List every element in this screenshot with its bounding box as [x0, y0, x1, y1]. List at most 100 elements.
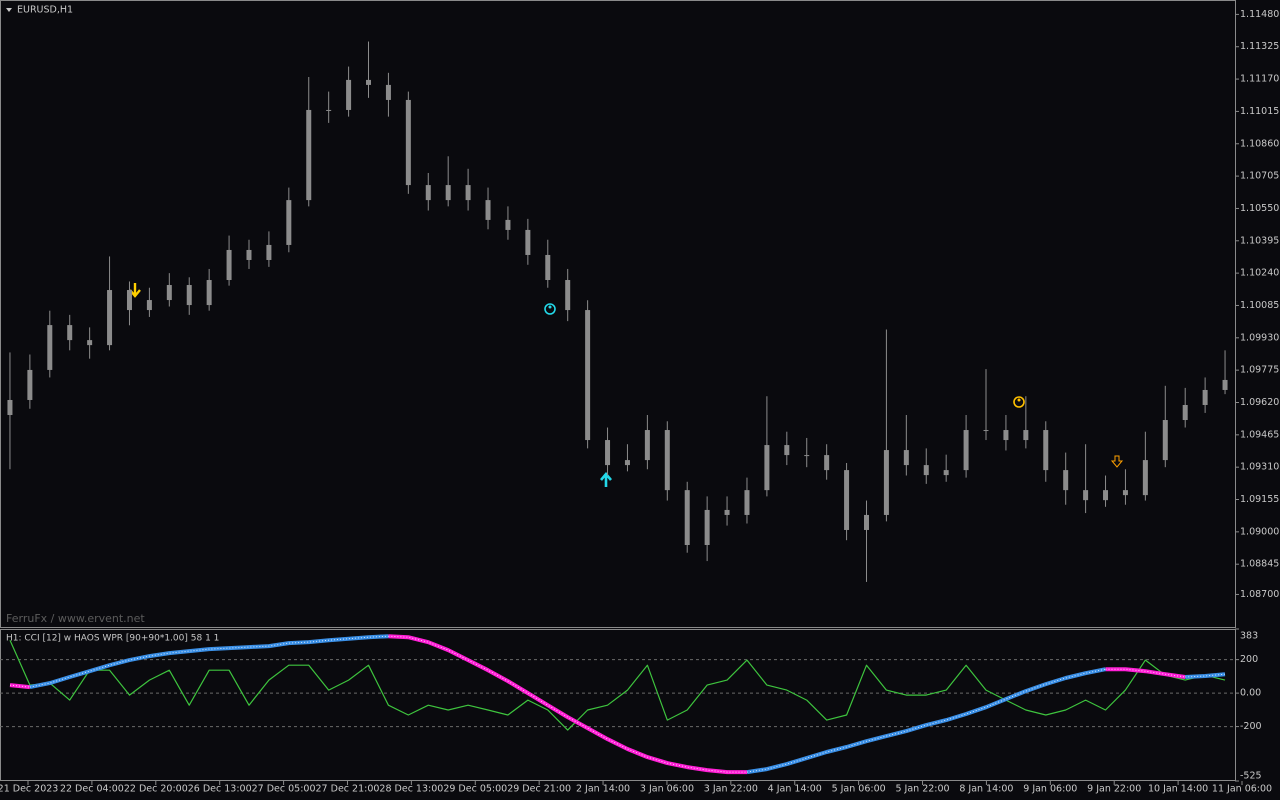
candle-body: [1103, 490, 1109, 501]
candle-body: [1063, 470, 1069, 491]
candle-body: [903, 450, 909, 466]
candle-body: [47, 325, 53, 370]
y-tick-label: -525: [1240, 771, 1262, 782]
watermark: FerruFx / www.ervent.net: [6, 612, 145, 625]
x-tick-label: 22 Dec 20:00: [124, 784, 188, 795]
candle-body: [724, 509, 730, 515]
candle-body: [107, 290, 113, 346]
main-frame: [0, 0, 1236, 628]
x-tick-label: 21 Dec 2023: [0, 784, 58, 795]
candle-body: [1222, 379, 1228, 390]
y-tick-label: 1.10085: [1240, 300, 1279, 311]
candle-body: [306, 109, 312, 201]
candle-body: [1083, 490, 1089, 501]
y-tick-label: 1.09465: [1240, 429, 1279, 440]
x-tick-label: 3 Jan 22:00: [704, 784, 758, 795]
symbol-label: EURUSD,H1: [17, 5, 73, 16]
candle-body: [684, 490, 690, 545]
candle-body: [1122, 490, 1128, 496]
x-tick-label: 5 Jan 22:00: [895, 784, 949, 795]
x-tick-label: 4 Jan 14:00: [768, 784, 822, 795]
candle-body: [585, 310, 591, 441]
x-tick-label: 8 Jan 14:00: [959, 784, 1013, 795]
y-tick-label: 1.10550: [1240, 203, 1279, 214]
candle-body: [126, 290, 132, 311]
y-tick-label: 1.09620: [1240, 397, 1279, 408]
signal-up-arrow: [600, 471, 612, 487]
candle-body: [1003, 430, 1009, 441]
candle-body: [545, 254, 551, 281]
x-tick-label: 3 Jan 06:00: [640, 784, 694, 795]
y-tick-label: -200: [1240, 721, 1262, 732]
candle-body: [1142, 460, 1148, 496]
candle-body: [844, 470, 850, 530]
indicator-frame: [0, 629, 1236, 781]
y-tick-label: 1.09310: [1240, 462, 1279, 473]
candle-body: [266, 244, 272, 260]
candle-body: [1202, 389, 1208, 405]
candle-body: [67, 325, 73, 341]
candle-body: [146, 300, 152, 311]
y-tick-label: 1.10395: [1240, 235, 1279, 246]
x-tick-label: 26 Dec 13:00: [188, 784, 252, 795]
x-tick-label: 28 Dec 13:00: [379, 784, 443, 795]
candle-body: [206, 280, 212, 306]
candle-body: [346, 79, 352, 110]
candle-body: [186, 285, 192, 306]
candle-body: [385, 84, 391, 100]
candle-body: [744, 490, 750, 515]
x-tick-label: 11 Jan 06:00: [1212, 784, 1272, 795]
y-tick-label: 200: [1240, 654, 1258, 665]
candle-body: [624, 460, 630, 466]
y-tick-label: 1.11480: [1240, 9, 1279, 20]
candle-body: [764, 445, 770, 491]
candle-body: [525, 229, 531, 255]
y-tick-label: 1.08700: [1240, 589, 1279, 600]
y-tick-label: 1.09155: [1240, 494, 1279, 505]
x-tick-label: 29 Dec 05:00: [443, 784, 507, 795]
signal-yin-yang: [1013, 396, 1025, 408]
candle-body: [883, 450, 889, 515]
candle-body: [565, 280, 571, 311]
candle-body: [983, 430, 989, 432]
signal-hollow-down-arrow: [1110, 455, 1124, 468]
indicator-line-dots: [29, 635, 1226, 773]
candle-body: [505, 219, 511, 230]
candle-body: [405, 99, 411, 186]
x-tick-label: 2 Jan 14:00: [576, 784, 630, 795]
candle-body: [1182, 404, 1188, 421]
candle-body: [923, 465, 929, 476]
candle-body: [286, 200, 292, 245]
x-tick-label: 27 Dec 05:00: [252, 784, 316, 795]
candle-body: [425, 185, 431, 201]
candle-body: [963, 430, 969, 471]
x-tick-label: 29 Dec 21:00: [507, 784, 571, 795]
y-tick-label: 1.11170: [1240, 74, 1279, 85]
candle-body: [246, 249, 252, 260]
x-tick-label: 27 Dec 21:00: [316, 784, 380, 795]
menu-triangle[interactable]: [6, 8, 12, 12]
candle-body: [366, 79, 372, 85]
candle-body: [784, 445, 790, 456]
y-tick-label: 1.10705: [1240, 171, 1279, 182]
candle-body: [445, 185, 451, 201]
candle-body: [326, 109, 332, 111]
candle-body: [804, 455, 810, 457]
candle-body: [465, 185, 471, 201]
candle-body: [485, 200, 491, 220]
y-tick-label: 1.09000: [1240, 526, 1279, 537]
candle-body: [7, 399, 13, 416]
x-tick-label: 9 Jan 06:00: [1023, 784, 1077, 795]
indicator-title: H1: CCI [12] w HAOS WPR [90+90*1.00] 58 …: [6, 634, 219, 644]
candle-body: [87, 340, 93, 346]
indicator-line: [9, 639, 1226, 731]
x-tick-label: 10 Jan 14:00: [1148, 784, 1208, 795]
candle-body: [27, 369, 33, 400]
candle-body: [824, 455, 830, 471]
x-tick-label: 9 Jan 22:00: [1087, 784, 1141, 795]
signal-yin-yang: [544, 303, 556, 315]
x-tick-label: 5 Jan 06:00: [832, 784, 886, 795]
